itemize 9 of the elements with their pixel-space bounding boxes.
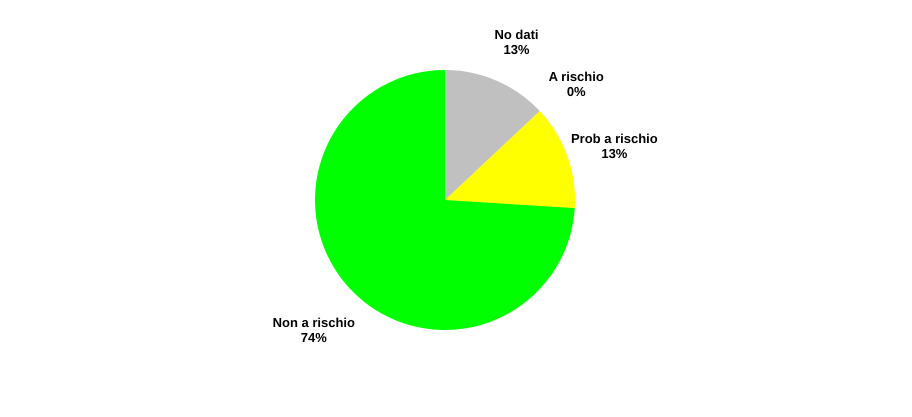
slice-label: Prob a rischio: [571, 131, 658, 146]
pie-slice: [445, 70, 540, 200]
category-label: A rischio: [548, 68, 604, 84]
data-label: 13%: [601, 146, 628, 162]
data-label: 74%: [300, 330, 328, 346]
text: 0%: [566, 84, 586, 99]
slice-label: Non a rischio: [272, 315, 356, 330]
data-label: 13%: [503, 42, 530, 57]
slice-label: No dati: [494, 26, 539, 42]
